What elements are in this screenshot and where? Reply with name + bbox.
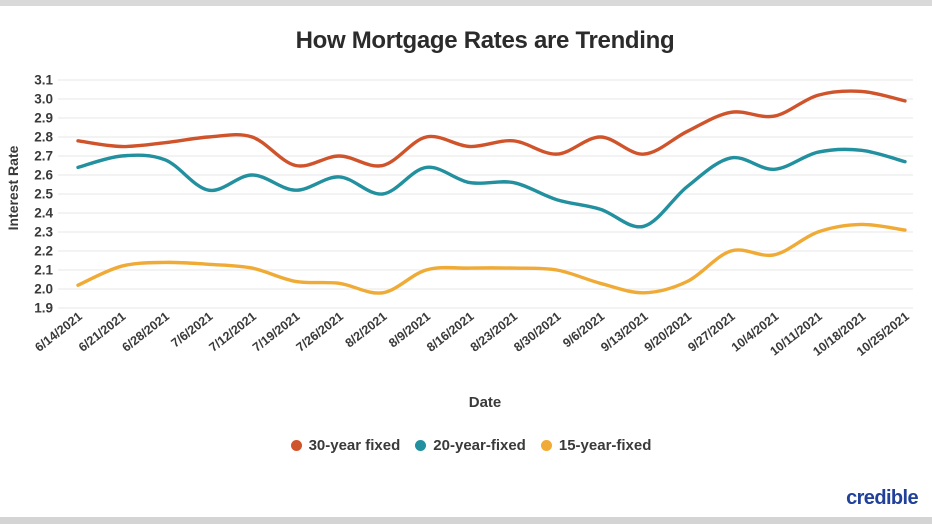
legend-item-15-year-fixed: 15-year-fixed xyxy=(540,437,652,454)
y-tick-label: 2.1 xyxy=(34,263,53,278)
x-tick-label: 8/16/2021 xyxy=(424,309,476,354)
chart-legend: 30-year fixed 20-year-fixed 15-year-fixe… xyxy=(0,437,932,454)
y-tick-label: 2.7 xyxy=(34,149,53,164)
legend-marker-30-year-fixed-icon xyxy=(290,440,302,451)
legend-label-15-year-fixed: 15-year-fixed xyxy=(558,437,652,454)
y-tick-label: 2.0 xyxy=(34,282,53,297)
legend-label-20-year-fixed: 20-year-fixed xyxy=(433,437,526,454)
x-tick-label: 6/21/2021 xyxy=(76,309,128,354)
legend-label-30-year-fixed: 30-year fixed xyxy=(308,437,401,454)
credible-logo: credible xyxy=(846,487,919,509)
y-axis-title: Interest Rate xyxy=(5,145,21,231)
y-tick-label: 2.2 xyxy=(34,244,53,259)
legend-item-30-year-fixed: 30-year fixed xyxy=(290,437,401,454)
x-tick-label: 6/28/2021 xyxy=(119,309,171,354)
x-tick-label: 8/2/2021 xyxy=(343,309,390,350)
series-line-15-year-fixed xyxy=(76,222,907,295)
y-tick-label: 2.6 xyxy=(34,168,53,183)
y-tick-label: 1.9 xyxy=(34,301,53,316)
x-tick-label: 9/20/2021 xyxy=(642,309,694,354)
x-tick-label: 9/27/2021 xyxy=(685,309,737,354)
x-tick-label: 8/23/2021 xyxy=(468,309,520,354)
series-line-20-year-fixed xyxy=(76,147,907,229)
chart-title: How Mortgage Rates are Trending xyxy=(295,27,675,54)
top-border-band xyxy=(0,0,932,6)
y-tick-label: 2.5 xyxy=(34,187,53,202)
y-tick-label: 2.8 xyxy=(34,130,53,145)
legend-item-20-year-fixed: 20-year-fixed xyxy=(415,437,526,454)
y-tick-label: 2.4 xyxy=(34,206,53,221)
legend-marker-15-year-fixed-icon xyxy=(540,440,552,451)
legend-marker-20-year-fixed-icon xyxy=(415,440,427,451)
x-tick-label: 7/26/2021 xyxy=(294,309,346,354)
y-tick-label: 3.1 xyxy=(34,73,53,88)
y-tick-label: 2.3 xyxy=(34,225,53,240)
x-tick-label: 8/30/2021 xyxy=(511,309,563,354)
bottom-border-band xyxy=(0,517,932,524)
x-tick-label: 7/12/2021 xyxy=(207,309,259,354)
x-tick-label: 6/14/2021 xyxy=(32,309,84,354)
x-axis-title: Date xyxy=(468,394,502,411)
x-tick-label: 7/19/2021 xyxy=(250,309,302,354)
y-tick-label: 2.9 xyxy=(34,111,53,126)
x-tick-label: 9/13/2021 xyxy=(598,309,650,354)
y-tick-label: 3.0 xyxy=(34,92,53,107)
series-line-30-year-fixed xyxy=(76,89,907,168)
